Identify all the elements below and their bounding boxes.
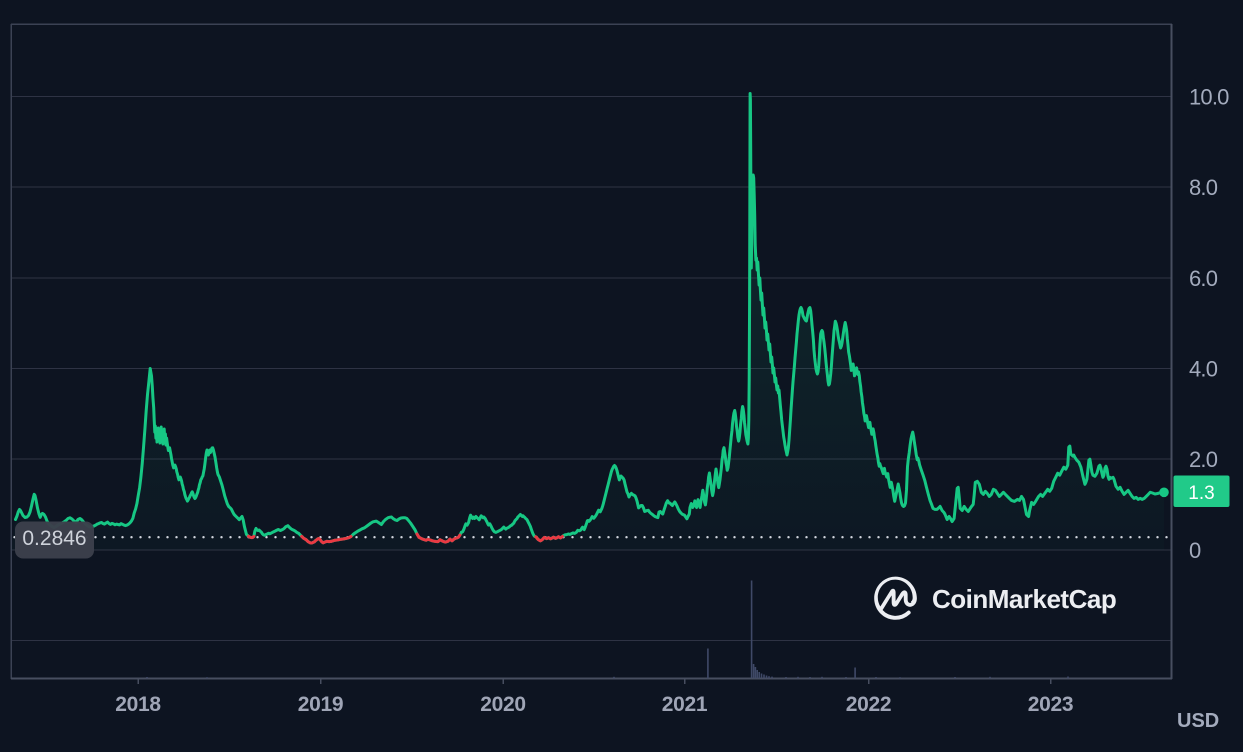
svg-text:2020: 2020 [480,693,526,716]
svg-text:0: 0 [1189,538,1201,563]
svg-text:2.0: 2.0 [1189,447,1218,472]
svg-text:10.0: 10.0 [1189,85,1229,110]
svg-text:4.0: 4.0 [1189,357,1218,382]
svg-text:0.2846: 0.2846 [22,527,86,550]
svg-text:8.0: 8.0 [1189,175,1218,200]
svg-text:2018: 2018 [115,693,161,716]
svg-text:1.3: 1.3 [1188,483,1214,504]
svg-text:CoinMarketCap: CoinMarketCap [932,584,1116,614]
svg-text:2019: 2019 [298,693,344,716]
svg-text:USD: USD [1177,710,1219,732]
svg-text:6.0: 6.0 [1189,266,1218,291]
svg-text:2023: 2023 [1028,693,1074,716]
svg-text:2022: 2022 [846,693,892,716]
svg-text:2021: 2021 [662,693,708,716]
